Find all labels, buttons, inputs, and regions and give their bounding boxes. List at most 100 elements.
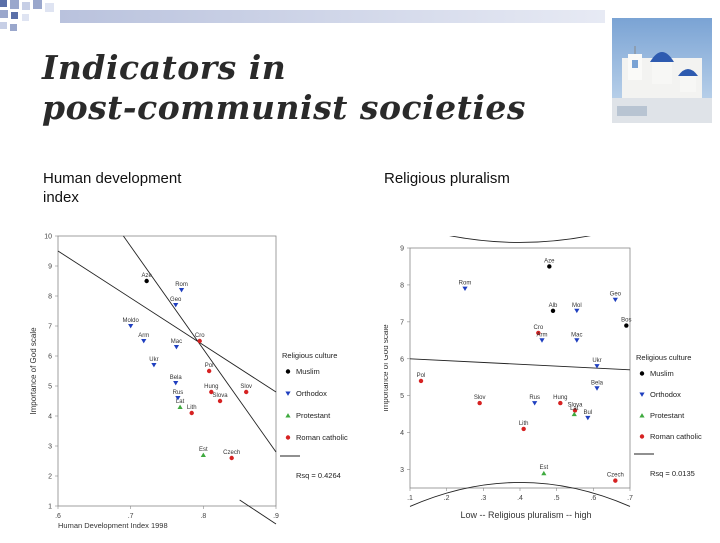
y-tick-label: 4: [48, 414, 52, 421]
point-label: Mol: [572, 303, 582, 309]
subtitle-left: Human development index: [43, 169, 243, 207]
legend-label: Muslim: [650, 369, 674, 378]
y-tick-label: 1: [48, 504, 52, 511]
chart-pluralism-svg: 3 4 5 6 7 8 9 .1 .2 .3 .4 .5 .6 .7 Aze Rom Geo Alb Mol Bos C…: [381, 225, 702, 520]
x-tick-label: .2: [444, 495, 450, 502]
point-label: Lat: [176, 399, 185, 405]
x-axis-label: Human Development Index 1998: [58, 521, 168, 530]
data-point: [189, 410, 194, 416]
data-point: [536, 330, 541, 336]
y-tick-label: 6: [400, 356, 404, 363]
data-point: [550, 308, 556, 313]
point-label: Slov: [240, 384, 252, 390]
point-label: Aze: [141, 273, 152, 279]
point-label: Mac: [171, 339, 182, 345]
data-point: [173, 303, 179, 308]
y-axis-label: Importance of God scale: [384, 324, 390, 412]
data-point: [144, 278, 149, 284]
page-title: Indicators in post-communist societies: [42, 48, 526, 128]
legend-label: Protestant: [296, 411, 331, 420]
point-label: Hung: [204, 384, 218, 390]
x-tick-label: .8: [200, 513, 206, 520]
data-point: [141, 339, 147, 344]
x-tick-label: .3: [480, 495, 486, 502]
point-label: Arm: [138, 333, 149, 339]
point-label: Cro: [195, 333, 205, 339]
legend-marker: [639, 434, 645, 439]
y-tick-label: 2: [48, 474, 52, 481]
data-point: [173, 345, 180, 350]
data-point: [612, 297, 618, 303]
decorative-bar: [60, 10, 605, 23]
title-line-1: Indicators in: [42, 48, 287, 87]
data-point: [572, 408, 578, 413]
data-point: [244, 389, 249, 395]
data-point: [547, 264, 552, 269]
x-tick-label: .4: [517, 495, 523, 502]
point-label: Lith: [187, 405, 197, 411]
data-point: [217, 398, 223, 404]
fit-curve-lower: [409, 482, 631, 507]
data-point: [175, 396, 181, 401]
data-point: [128, 324, 134, 329]
point-label: Lith: [519, 421, 529, 427]
y-tick-label: 8: [400, 282, 404, 289]
data-point: [521, 426, 526, 432]
fit-line: [123, 235, 277, 453]
fit-curve-upper: [409, 225, 631, 243]
y-tick-label: 8: [48, 294, 52, 301]
chart-hdi: 1 2 3 4 5 6 7 8 9 10 .6 .7 .8 .9 Aze Rom Geo Moldo Arm Cro M…: [28, 228, 376, 543]
y-tick-label: 7: [400, 319, 404, 326]
point-label: Geo: [170, 297, 182, 303]
data-point: [200, 452, 206, 457]
data-point: [178, 288, 185, 293]
y-tick-label: 3: [400, 467, 404, 474]
point-label: Bela: [170, 375, 183, 381]
x-axis-label: Low -- Religious pluralism -- high: [460, 510, 591, 520]
y-tick-label: 7: [48, 324, 52, 331]
data-point: [151, 363, 157, 368]
point-label: Est: [199, 447, 208, 453]
y-tick-label: 10: [44, 234, 52, 241]
point-label: Slova: [213, 393, 229, 399]
data-point: [229, 455, 234, 461]
legend-marker: [285, 391, 291, 396]
legend-label: Roman catholic: [296, 433, 348, 442]
y-tick-label: 3: [48, 444, 52, 451]
data-point: [532, 401, 538, 406]
x-tick-label: .1: [407, 495, 413, 502]
point-label: Ukr: [149, 357, 158, 363]
point-label: Mac: [571, 332, 582, 338]
x-tick-label: .9: [273, 513, 279, 520]
y-tick-label: 6: [48, 354, 52, 361]
legend-label: Orthodox: [650, 390, 681, 399]
data-point: [206, 368, 212, 374]
y-tick-label: 4: [400, 430, 404, 437]
point-label: Moldo: [122, 318, 139, 324]
point-label: Rom: [175, 282, 188, 288]
data-point: [539, 338, 545, 343]
data-point: [558, 400, 563, 406]
y-tick-label: 9: [400, 246, 404, 253]
legend-title: Religious culture: [282, 351, 337, 360]
data-point: [585, 415, 591, 421]
data-point: [541, 470, 547, 476]
y-tick-label: 5: [48, 384, 52, 391]
point-label: Rom: [459, 281, 472, 287]
x-tick-label: .6: [55, 513, 61, 520]
data-point: [173, 381, 179, 386]
legend-marker: [285, 435, 291, 440]
legend-label: Muslim: [296, 367, 320, 376]
point-label: Est: [539, 465, 548, 471]
data-point: [209, 389, 214, 395]
data-point: [594, 386, 600, 391]
legend-label: Orthodox: [296, 389, 327, 398]
decorative-squares: [0, 0, 110, 40]
legend-marker: [639, 371, 645, 376]
subtitle-right: Religious pluralism: [384, 170, 510, 187]
y-tick-label: 5: [400, 393, 404, 400]
point-label: Hung: [553, 395, 567, 401]
data-point: [177, 404, 183, 409]
plot-frame: [57, 235, 277, 507]
legend-marker: [639, 413, 645, 418]
